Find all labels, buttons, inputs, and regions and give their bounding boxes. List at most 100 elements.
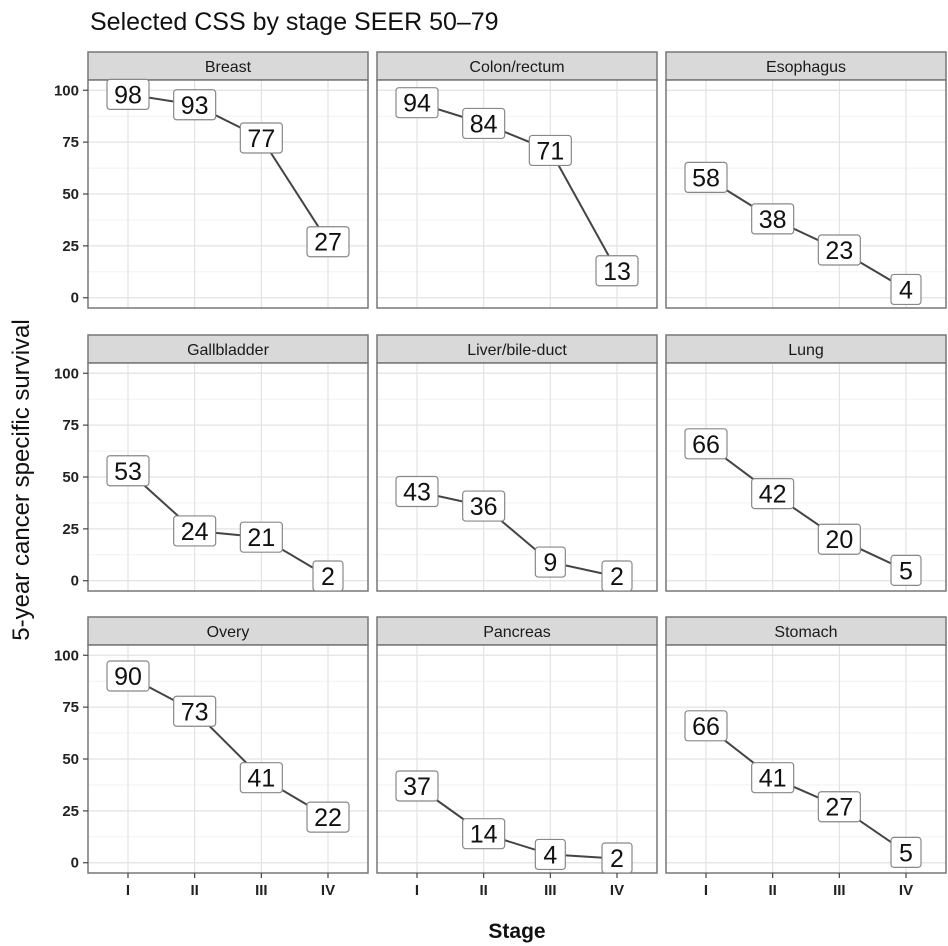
panel-title: Lung [788,342,824,359]
panel-strip [376,51,658,81]
data-label: 42 [759,481,787,509]
data-label: 58 [692,164,720,192]
panel-gallbladder: Gallbladder 53 24 21 2 0 25 50 75 100 [54,334,369,592]
data-label: 93 [181,92,209,120]
data-label: 66 [692,713,720,741]
data-label-box [106,660,150,692]
data-label: 66 [692,431,720,459]
y-tick-label: 0 [71,573,79,590]
data-label-box [751,762,795,794]
x-tick-label: IV [610,882,624,899]
data-label: 4 [899,276,913,304]
data-label-box [528,134,572,167]
data-label: 22 [314,804,342,832]
x-tick-label: I [126,882,130,899]
panel-strip [87,51,369,81]
data-label-box [239,521,283,553]
y-tick-label: 100 [54,82,79,99]
x-axis-label: Stage [488,920,546,943]
data-label-box [173,89,217,121]
data-label-box [751,477,795,510]
y-tick-label: 75 [62,134,79,151]
panel-title: Colon/rectum [469,59,564,76]
y-tick-label: 75 [62,699,79,716]
panel-title: Stomach [774,624,837,641]
x-tick-label: IV [321,882,335,899]
data-label: 41 [247,765,275,793]
data-label-box [890,273,922,306]
data-label-box [601,560,633,592]
x-tick-label: III [544,882,557,899]
data-label-box [684,161,728,194]
panel-border [665,79,947,309]
data-label: 43 [403,479,431,507]
data-label-box [306,801,350,833]
y-tick-label: 100 [54,365,79,382]
data-label-box [173,695,217,727]
panel-strip [87,334,369,364]
panel-title: Breast [205,59,252,76]
data-label-box [534,838,566,871]
data-label-box [817,791,861,823]
y-tick-label: 100 [54,647,79,664]
series-line-esophagus [705,176,907,291]
data-label-box [395,770,439,802]
y-tick-label: 25 [62,238,79,255]
data-label: 9 [543,549,557,577]
panel-border [376,644,658,874]
y-tick-label: 25 [62,521,79,538]
panel-liver-bile-duct: Liver/bile-duct 43 36 9 2 [376,334,658,592]
panel-strip [665,334,947,364]
panel-title: Overy [207,624,250,641]
data-label: 21 [247,524,275,552]
data-label-box [462,818,506,850]
data-label: 94 [403,90,431,118]
data-label-box [106,78,150,111]
data-label-box [306,226,350,258]
data-label: 36 [470,493,498,521]
data-label: 2 [610,563,624,591]
x-tick-label: II [768,882,776,899]
series-line-breast [127,93,329,243]
data-label: 27 [825,794,853,822]
data-label: 73 [181,698,209,726]
panel-breast: Breast 98 93 77 27 0 25 50 75 100 [54,51,369,309]
panel-strip [665,51,947,81]
data-label-box [395,475,439,508]
y-tick-label: 50 [62,751,79,768]
data-label-box [239,122,283,154]
series-line-gallbladder [127,470,329,578]
data-label-box [817,234,861,266]
data-label: 98 [114,81,142,109]
x-tick-label: II [190,882,198,899]
data-label-box [751,203,795,235]
panel-border [376,79,658,309]
x-tick-label: III [255,882,268,899]
data-label: 37 [403,773,431,801]
panel-title: Gallbladder [187,342,270,359]
data-label: 84 [470,110,498,138]
panel-lung: Lung 66 42 20 5 [665,334,947,592]
data-label-box [395,87,439,119]
data-label-box [106,455,150,487]
panel-strip [376,616,658,646]
data-label: 14 [470,821,498,849]
data-label: 23 [825,237,853,265]
data-label-box [684,428,728,460]
data-label-box [595,255,639,287]
data-label: 4 [543,841,557,869]
data-label: 2 [610,845,624,873]
data-label: 71 [536,137,564,165]
panel-border [665,362,947,592]
data-label-box [534,546,566,578]
panel-title: Liver/bile-duct [467,342,567,359]
series-line-stomach [705,725,907,854]
data-label-box [462,490,506,522]
data-label-box [239,762,283,794]
panel-title: Pancreas [483,624,551,641]
y-tick-label: 25 [62,803,79,820]
data-label: 77 [247,125,275,153]
